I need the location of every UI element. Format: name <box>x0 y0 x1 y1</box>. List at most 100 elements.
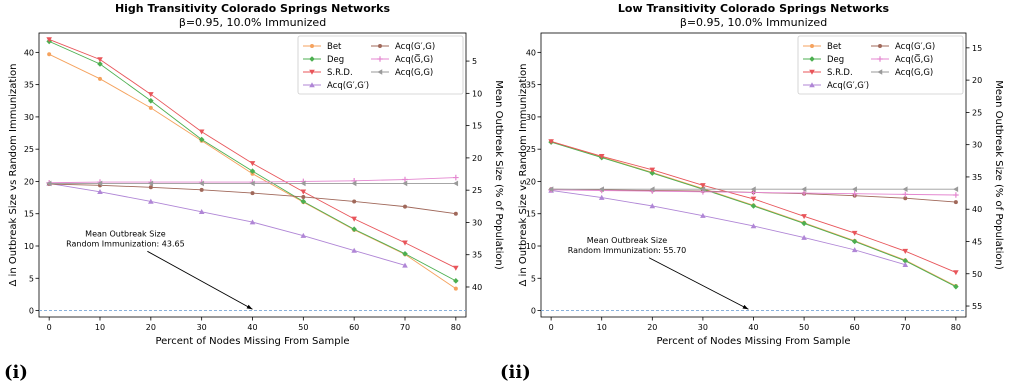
legend-entry-acq-g-g: Acq(G′,G) <box>371 42 435 52</box>
annotation-arrowhead <box>742 304 749 310</box>
y-right-tick-label: 30 <box>972 141 982 150</box>
data-point <box>801 234 807 240</box>
data-point <box>453 286 458 291</box>
data-point <box>199 187 204 192</box>
data-point <box>801 214 807 220</box>
data-point <box>148 180 154 187</box>
data-point <box>300 189 307 195</box>
legend-entry-deg: Deg <box>303 55 344 65</box>
legend-swatch-marker <box>878 44 882 48</box>
chart-high-transitivity: High Transitivity Colorado Springs Netwo… <box>8 2 504 347</box>
data-point <box>249 161 256 167</box>
data-point <box>953 200 958 205</box>
x-tick-label: 60 <box>349 323 359 332</box>
data-point <box>402 180 408 187</box>
y-tick-label: 35 <box>24 81 34 90</box>
y-right-tick-label: 35 <box>472 251 482 260</box>
y-tick-label: 20 <box>24 177 34 186</box>
data-point <box>801 220 807 227</box>
legend-entry-acq-g-g: Acq(G′,G) <box>871 42 935 52</box>
y-tick-label: 25 <box>24 145 34 154</box>
data-point <box>700 212 706 218</box>
data-point <box>351 180 357 187</box>
legend-box <box>297 35 464 95</box>
data-point <box>750 203 757 209</box>
legend-label: Acq(G′,G′) <box>327 81 369 91</box>
series-line <box>550 141 957 287</box>
y-tick-label: 35 <box>526 81 536 90</box>
series-s-r-d <box>46 37 459 271</box>
y-tick-label: 15 <box>526 210 536 219</box>
legend-entry-acq-g-g: Acq(G̅,G) <box>371 53 433 65</box>
y-right-tick-label: 40 <box>972 205 982 214</box>
x-tick-label: 60 <box>850 323 860 332</box>
x-tick-label: 40 <box>247 323 257 332</box>
x-tick-label: 80 <box>951 323 961 332</box>
series-bet <box>549 139 958 289</box>
series-line <box>550 141 957 288</box>
x-tick-label: 0 <box>549 323 554 332</box>
legend-label: Acq(G̅,G) <box>895 53 933 65</box>
x-axis-label: Percent of Nodes Missing From Sample <box>155 336 349 347</box>
x-tick-label: 80 <box>451 323 461 332</box>
y-tick-label: 5 <box>531 274 536 283</box>
legend-entry-acq-g-g: Acq(G,G) <box>371 68 433 78</box>
y-tick-label: 40 <box>24 48 34 57</box>
data-point <box>98 76 102 81</box>
data-point <box>851 247 858 253</box>
chart-subtitle: β=0.95, 10.0% Immunized <box>179 16 326 29</box>
legend-swatch-marker <box>877 56 883 62</box>
series-acq-g-g <box>47 182 458 216</box>
legend-label: Bet <box>827 42 842 52</box>
data-point <box>902 191 909 198</box>
series-line <box>49 183 456 215</box>
legend-swatch-marker <box>309 69 315 75</box>
y-tick-label: 30 <box>24 113 34 122</box>
data-point <box>903 196 908 201</box>
data-point <box>750 186 756 192</box>
y-tick-label: 25 <box>526 145 536 154</box>
data-point <box>351 247 357 253</box>
y-right-tick-label: 55 <box>972 302 982 311</box>
legend-swatch-marker <box>310 44 314 48</box>
data-point <box>249 219 256 225</box>
x-tick-label: 50 <box>298 323 308 332</box>
data-point <box>198 136 205 143</box>
y-right-tick-label: 40 <box>472 283 482 292</box>
data-point <box>198 129 205 135</box>
x-tick-label: 40 <box>748 323 758 332</box>
data-point <box>403 204 407 209</box>
legend-entry-acq-g-g: Acq(G̅,G) <box>871 53 933 65</box>
x-tick-label: 70 <box>400 323 410 332</box>
data-point <box>402 262 408 268</box>
legend-swatch-marker <box>309 82 315 88</box>
data-point <box>548 186 554 192</box>
legend-label: Acq(G′,G) <box>895 42 935 52</box>
data-point <box>46 180 52 187</box>
y-axis-label: Δ in Outbreak Size vs Random Immunizatio… <box>518 64 529 287</box>
chart-subtitle: β=0.95, 10.0% Immunized <box>680 16 827 29</box>
y-right-tick-label: 20 <box>972 76 982 85</box>
data-point <box>851 190 858 197</box>
legend-label: Acq(G,G) <box>895 68 933 78</box>
x-tick-label: 10 <box>95 323 105 332</box>
y-tick-label: 20 <box>526 177 536 186</box>
data-point <box>148 198 154 204</box>
legend-swatch-marker <box>309 56 315 62</box>
data-point <box>902 258 909 264</box>
x-tick-label: 30 <box>197 323 207 332</box>
legend-entry-acq-g-g: Acq(G,G) <box>871 68 933 78</box>
series-acq-g-g <box>46 180 459 187</box>
data-point <box>300 180 306 187</box>
y-right-tick-label: 25 <box>972 108 982 117</box>
panel-label-i: (i) <box>4 362 28 383</box>
x-tick-label: 50 <box>799 323 809 332</box>
data-point <box>97 61 103 67</box>
legend-label: Deg <box>827 55 844 65</box>
data-point <box>801 190 807 196</box>
y-tick-label: 10 <box>526 242 536 251</box>
x-tick-label: 10 <box>597 323 607 332</box>
y-axis-label: Δ in Outbreak Size vs Random Immunizatio… <box>8 64 19 287</box>
legend-box <box>797 35 964 95</box>
data-point <box>198 180 204 187</box>
